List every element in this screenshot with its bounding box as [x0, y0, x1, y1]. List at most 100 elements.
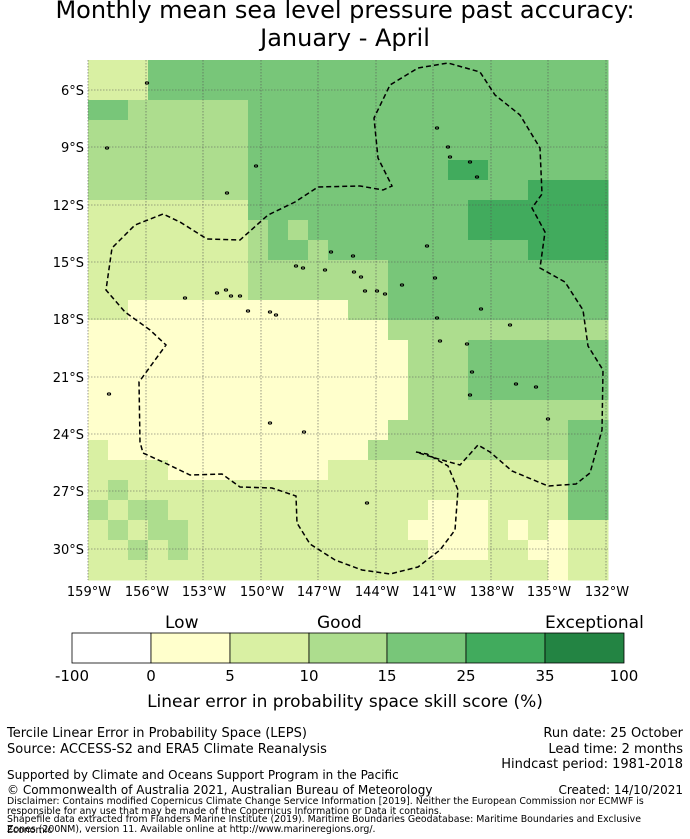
longitude-label: 156°W	[125, 585, 169, 600]
skill-cell	[328, 220, 349, 241]
skill-cell	[148, 200, 169, 221]
skill-cell	[88, 520, 109, 541]
skill-cell	[388, 100, 409, 121]
skill-cell	[88, 240, 109, 261]
skill-cell	[328, 380, 349, 401]
skill-cell	[548, 140, 569, 161]
skill-cell	[548, 380, 569, 401]
source-line: Source: ACCESS-S2 and ERA5 Climate Reana…	[7, 742, 327, 757]
skill-cell	[548, 160, 569, 181]
skill-cell	[208, 340, 229, 361]
island-outline	[267, 310, 273, 314]
skill-cell	[488, 420, 509, 441]
skill-cell	[228, 140, 249, 161]
skill-cell	[368, 420, 389, 441]
skill-cell	[248, 560, 269, 581]
skill-cell	[108, 460, 129, 481]
longitude-label: 144°W	[355, 585, 399, 600]
skill-cell	[408, 140, 429, 161]
island-outline	[214, 291, 220, 295]
skill-cell	[108, 560, 129, 581]
skill-cell	[388, 200, 409, 221]
skill-cell	[168, 440, 189, 461]
skill-cell	[448, 200, 469, 221]
island-outline	[106, 392, 112, 396]
skill-cell	[248, 440, 269, 461]
skill-cell	[188, 520, 209, 541]
skill-cell	[328, 60, 349, 81]
skill-cell	[508, 60, 529, 81]
island-outline	[445, 145, 451, 149]
skill-cell	[108, 500, 129, 521]
skill-cell	[468, 200, 489, 221]
skill-cell	[268, 180, 289, 201]
skill-cell	[88, 160, 109, 181]
skill-cell	[188, 420, 209, 441]
skill-cell	[528, 160, 549, 181]
skill-cell	[148, 340, 169, 361]
skill-cell	[168, 160, 189, 181]
skill-cell	[308, 400, 329, 421]
skill-cell	[308, 220, 329, 241]
skill-cell	[208, 100, 229, 121]
colorbar-segment	[386, 632, 467, 664]
skill-cell	[168, 280, 189, 301]
island-outline	[432, 276, 438, 280]
skill-cell	[388, 280, 409, 301]
skill-cell	[168, 260, 189, 281]
skill-cell	[448, 520, 469, 541]
skill-cell	[388, 480, 409, 501]
skill-cell	[508, 320, 529, 341]
skill-cell	[148, 520, 169, 541]
skill-cell	[528, 380, 549, 401]
skill-cell	[108, 120, 129, 141]
skill-cell	[328, 460, 349, 481]
skill-cell	[348, 300, 369, 321]
skill-cell	[388, 220, 409, 241]
skill-cell	[488, 220, 509, 241]
skill-cell	[328, 260, 349, 281]
skill-cell	[468, 380, 489, 401]
skill-cell	[168, 100, 189, 121]
skill-cell	[488, 360, 509, 381]
skill-cell	[528, 560, 549, 581]
skill-cell	[108, 260, 129, 281]
skill-cell	[348, 480, 369, 501]
skill-cell	[388, 500, 409, 521]
skill-cell	[448, 400, 469, 421]
skill-cell	[568, 220, 589, 241]
skill-cell	[408, 300, 429, 321]
skill-cell	[348, 520, 369, 541]
skill-cell	[188, 220, 209, 241]
skill-cell	[228, 60, 249, 81]
skill-cell	[468, 100, 489, 121]
skill-cell	[468, 480, 489, 501]
skill-cell	[148, 100, 169, 121]
skill-cell	[88, 480, 109, 501]
skill-cell	[368, 340, 389, 361]
skill-cell	[428, 260, 449, 281]
skill-cell	[568, 420, 589, 441]
skill-cell	[548, 220, 569, 241]
colorbar-segment	[150, 632, 231, 664]
latitude-label: 18°S	[53, 313, 84, 328]
skill-cell	[228, 440, 249, 461]
skill-cell	[588, 240, 609, 261]
skill-cell	[328, 100, 349, 121]
skill-cell	[548, 60, 569, 81]
colorbar-tick-label: 5	[225, 667, 235, 685]
skill-cell	[208, 520, 229, 541]
skill-cell	[328, 520, 349, 541]
skill-cell	[488, 80, 509, 101]
skill-cell	[88, 400, 109, 421]
skill-cell	[88, 440, 109, 461]
skill-cell	[108, 400, 129, 421]
skill-cell	[368, 200, 389, 221]
eez-boundary	[105, 62, 604, 575]
skill-cell	[208, 500, 229, 521]
skill-cell	[88, 560, 109, 581]
skill-cell	[588, 520, 609, 541]
skill-cell	[568, 520, 589, 541]
colorbar-tick-label: 0	[146, 667, 156, 685]
skill-cell	[128, 120, 149, 141]
